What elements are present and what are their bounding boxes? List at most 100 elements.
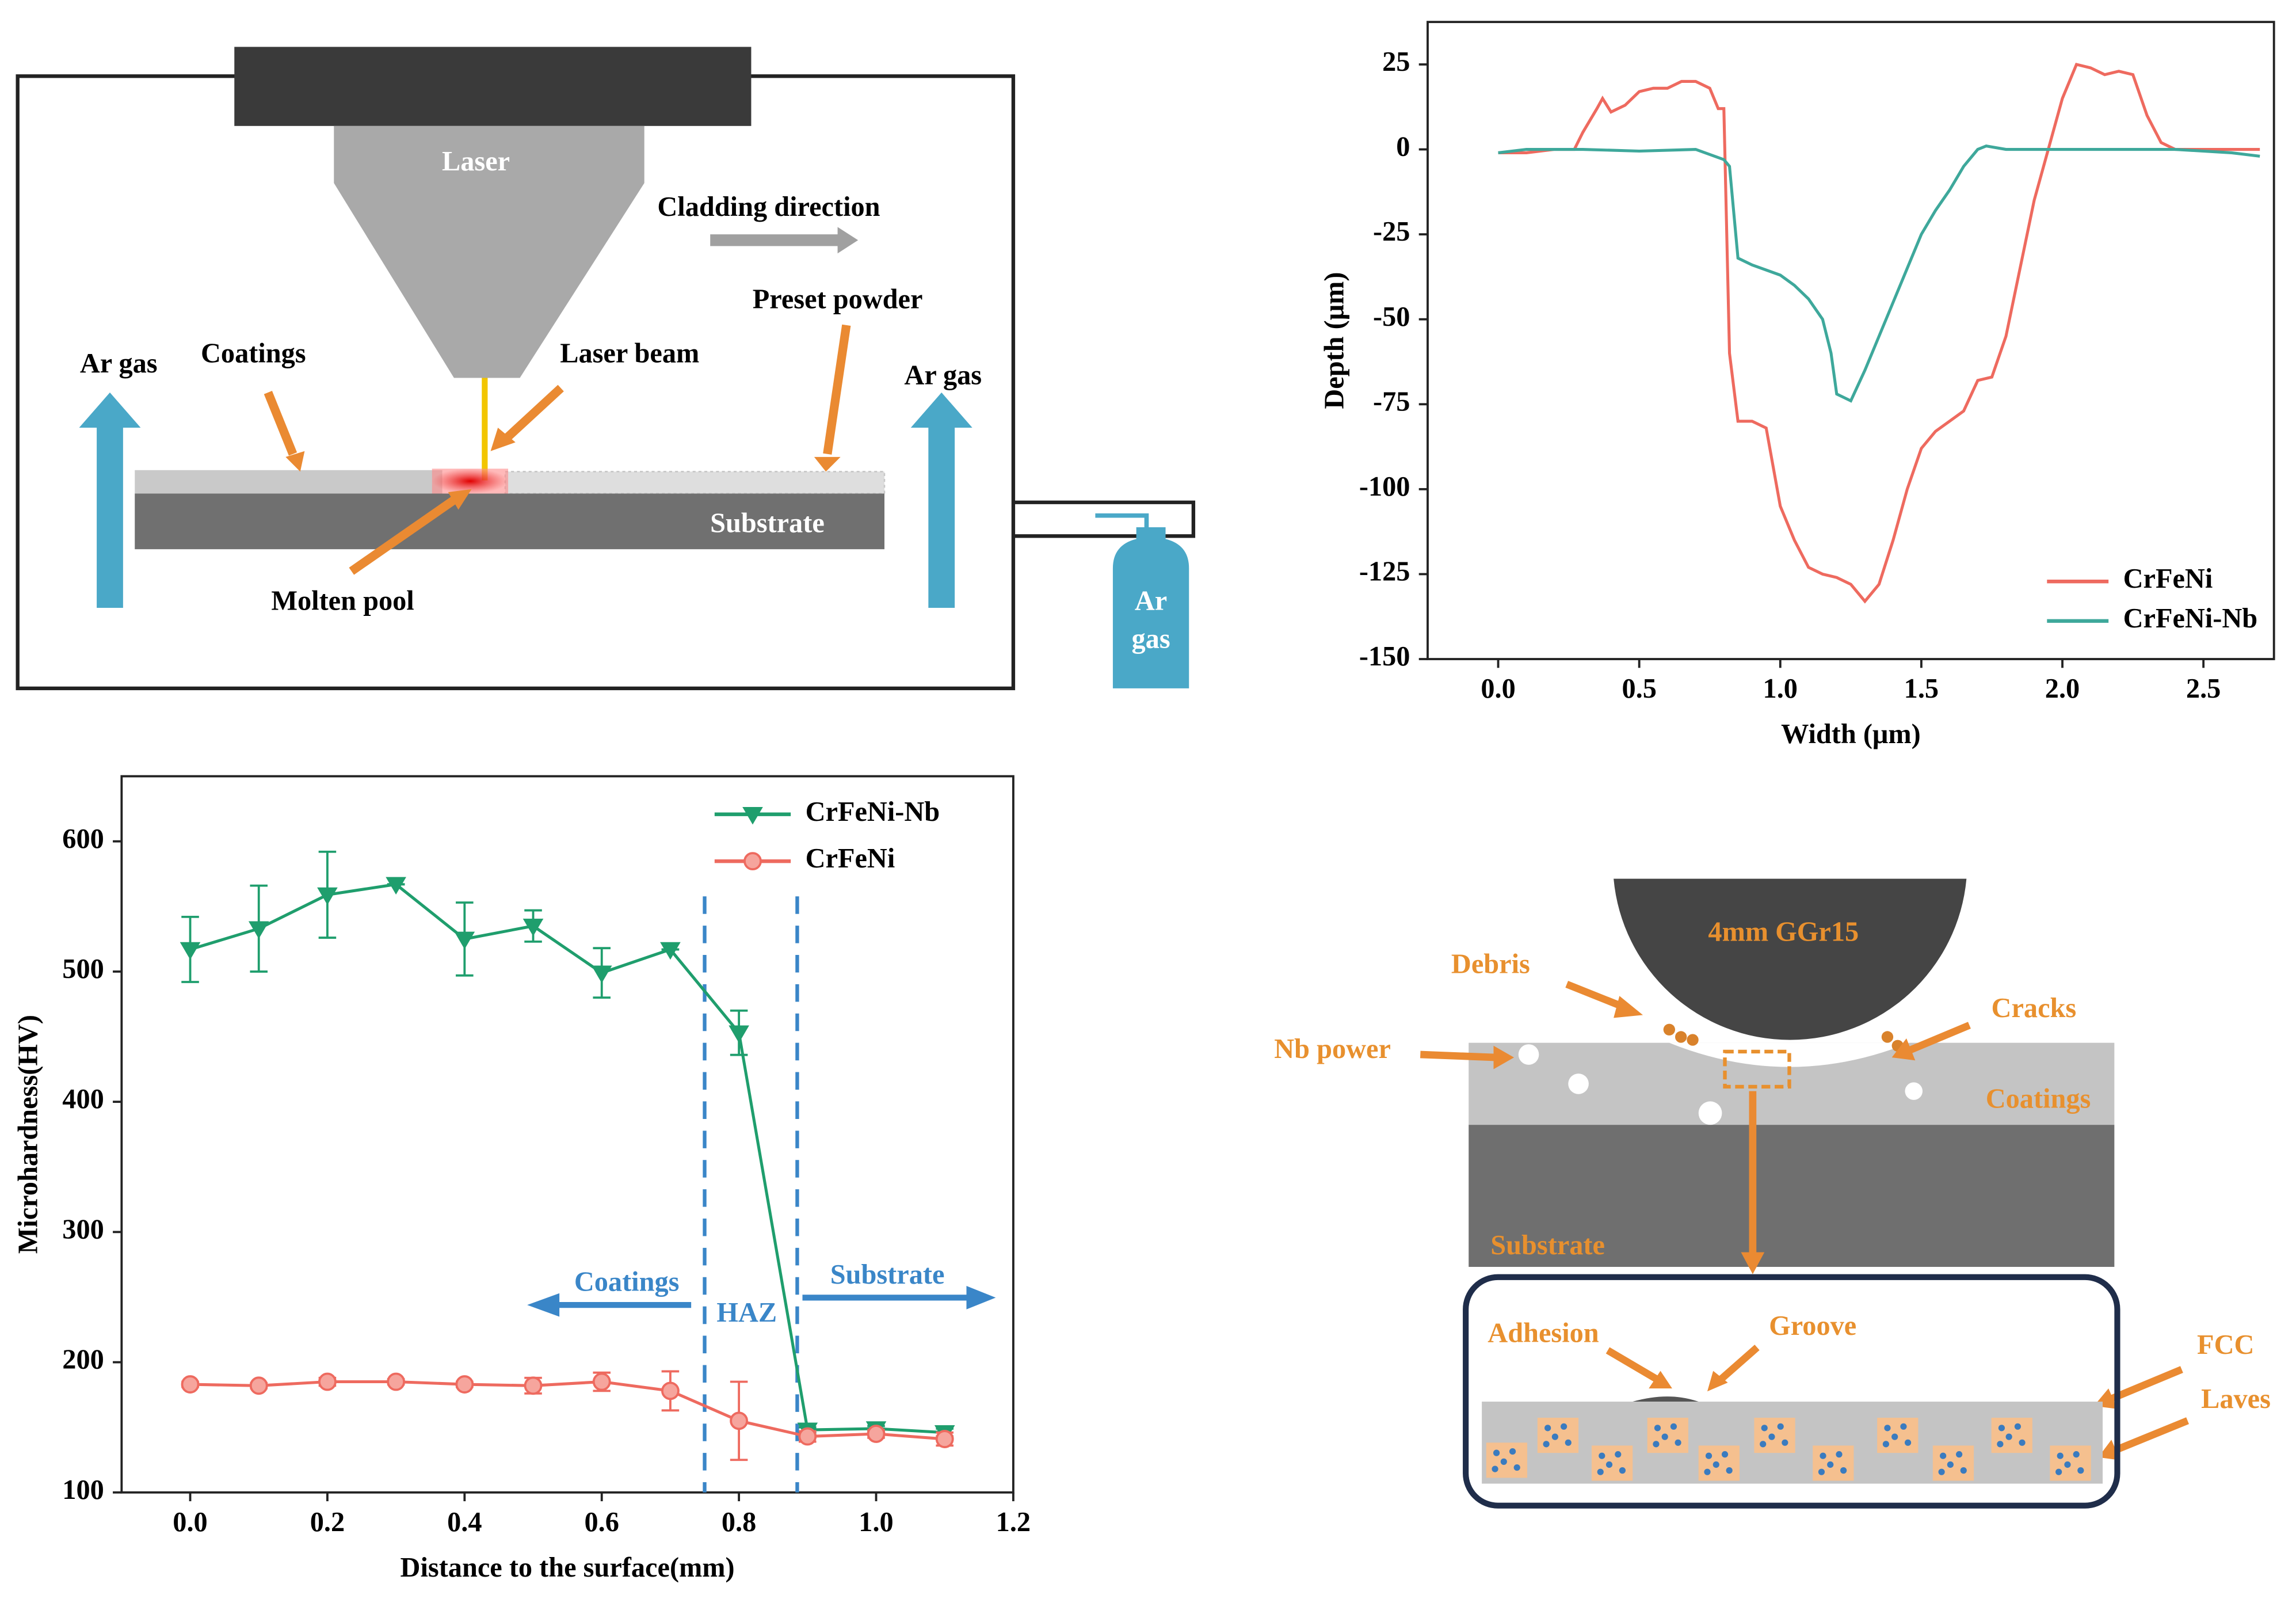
label: 4mm GGr15 — [1708, 916, 1859, 947]
x-tick-label: 0.6 — [585, 1507, 619, 1537]
laves-phases — [1486, 1418, 2091, 1481]
y-tick-label: 0 — [1396, 132, 1410, 162]
arrow-heads — [285, 427, 841, 510]
gas-arrow — [910, 392, 972, 608]
dot — [1599, 1452, 1605, 1459]
y-tick-label: -50 — [1373, 302, 1410, 332]
annotation: Coatings — [574, 1267, 680, 1297]
marker — [660, 942, 681, 960]
label: Debris — [1451, 949, 1530, 979]
marker — [743, 852, 762, 871]
pipe — [1013, 500, 1196, 538]
gas-arrow — [79, 392, 141, 608]
laves-cell — [1932, 1445, 1974, 1481]
y-tick-label: 500 — [62, 954, 104, 984]
y-tick-label: -75 — [1373, 386, 1410, 417]
legend-label: CrFeNi — [2123, 564, 2213, 594]
wear-diagram: 4mm GGr15 Debris Cracks Nb power Coating… — [1274, 878, 2271, 1509]
dot — [1713, 1461, 1719, 1468]
marker — [522, 919, 544, 937]
y-tick-label: 400 — [62, 1084, 104, 1114]
x-tick-label: 1.0 — [1763, 673, 1798, 704]
x-tick-label: 0.0 — [173, 1507, 207, 1537]
dot — [1726, 1467, 1733, 1474]
marker — [387, 1372, 406, 1391]
pointer-arrows — [1420, 980, 2189, 1453]
marker — [249, 1376, 268, 1395]
dot — [1675, 1439, 1681, 1446]
x-tick-label: 0.5 — [1622, 673, 1656, 704]
marker — [592, 1372, 611, 1391]
label: Groove — [1769, 1311, 1856, 1341]
coating-layer — [135, 470, 443, 494]
label: Preset powder — [753, 284, 923, 314]
marker — [798, 1427, 817, 1446]
dot — [1704, 1468, 1711, 1475]
label: FCC — [2197, 1330, 2254, 1360]
dot — [1904, 1439, 1912, 1446]
dot — [1705, 1452, 1713, 1459]
dot — [1997, 1441, 2004, 1448]
dot — [1782, 1439, 1788, 1446]
marker — [248, 921, 269, 939]
dot — [1619, 1467, 1626, 1474]
marker — [591, 965, 612, 983]
label: Coatings — [201, 338, 306, 368]
marker — [386, 877, 406, 895]
y-tick-label: -125 — [1359, 557, 1410, 587]
preset-powder — [504, 471, 886, 494]
dot — [1605, 1461, 1613, 1468]
y-tick-label: 200 — [62, 1345, 104, 1375]
dot — [1544, 1425, 1551, 1432]
label: Ar gas — [904, 360, 982, 391]
label: Laser — [442, 146, 510, 177]
dot — [1761, 1425, 1768, 1432]
y-tick-label: 25 — [1382, 47, 1410, 77]
dot — [2005, 1433, 2012, 1440]
dot — [1960, 1467, 1967, 1474]
laves-cell — [1647, 1418, 1688, 1453]
dot — [1509, 1448, 1516, 1455]
x-axis-label: Distance to the surface(mm) — [401, 1552, 735, 1583]
laves-cell — [1877, 1418, 1919, 1453]
dot — [2014, 1423, 2022, 1430]
zoom-frame — [1463, 1274, 2120, 1509]
plot-frame — [120, 775, 1014, 1494]
annotation: Substrate — [830, 1259, 945, 1290]
legend-label: CrFeNi — [806, 843, 895, 874]
dot — [1493, 1449, 1500, 1456]
marker — [318, 1372, 337, 1391]
dot — [1551, 1433, 1558, 1440]
dot — [1884, 1425, 1891, 1432]
dot — [1827, 1461, 1834, 1468]
dot — [1513, 1464, 1520, 1471]
marker — [729, 1025, 749, 1044]
x-tick-label: 0.2 — [310, 1507, 345, 1537]
dot — [1760, 1441, 1767, 1448]
substrate — [135, 493, 884, 550]
dot — [1938, 1468, 1945, 1475]
label: Cladding direction — [657, 192, 880, 222]
dot — [1561, 1423, 1567, 1430]
dot — [1840, 1467, 1847, 1474]
annotation-arrow — [527, 1293, 692, 1317]
plot-frame — [1427, 21, 2275, 660]
dot — [1956, 1451, 1963, 1458]
label: Coatings — [1986, 1084, 2091, 1114]
y-tick-label: -150 — [1359, 641, 1410, 672]
label: Substrate — [1490, 1230, 1605, 1261]
marker — [524, 1376, 543, 1395]
marker — [454, 931, 475, 950]
x-tick-label: 1.0 — [859, 1507, 893, 1537]
dot — [1818, 1468, 1825, 1475]
label: Adhesion — [1488, 1318, 1599, 1349]
marker — [180, 942, 201, 960]
debris — [1663, 1023, 1904, 1052]
label: Ar gas — [80, 348, 158, 379]
annotation: HAZ — [716, 1297, 777, 1328]
marker — [317, 887, 338, 905]
dot — [1836, 1451, 1843, 1458]
x-tick-label: 1.2 — [996, 1507, 1031, 1537]
dot — [1947, 1461, 1954, 1468]
laves-cell — [1754, 1418, 1795, 1453]
